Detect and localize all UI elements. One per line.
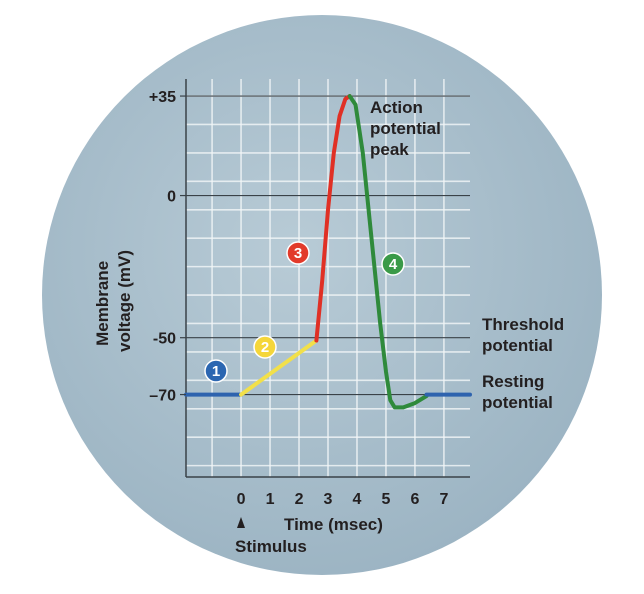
y-tick-label: 0 <box>167 189 176 206</box>
phase-badge-1 <box>204 359 228 383</box>
phase-badge-4 <box>381 252 405 276</box>
phase-badge-2 <box>253 335 277 359</box>
x-tick-label: 0 <box>237 491 246 508</box>
action-potential-curve <box>184 94 472 410</box>
x-tick-label: 5 <box>382 491 391 508</box>
phase-segment-4 <box>347 94 429 410</box>
stimulus-arrow-icon <box>237 517 245 528</box>
x-tick-label: 2 <box>295 491 304 508</box>
x-tick-label: 4 <box>353 491 362 508</box>
reference-label: Action potential peak <box>370 98 441 159</box>
phase-badge-3 <box>286 241 310 265</box>
y-tick-label: +35 <box>149 89 176 106</box>
x-tick-label: 1 <box>266 491 275 508</box>
phase-badge-label: 1 <box>212 363 220 380</box>
x-axis-label: Time (msec) <box>284 515 383 534</box>
phase-badge-label: 4 <box>389 256 398 273</box>
y-tick-label: –70 <box>149 388 176 405</box>
reference-line-labels: Action potential peak Threshold potential Res… <box>370 98 564 412</box>
phase-segment-3 <box>314 94 352 343</box>
phase-badges: 1 2 3 4 <box>204 241 405 383</box>
stimulus-label: Stimulus <box>235 537 307 556</box>
y-tick-label: -50 <box>153 331 176 348</box>
axes <box>185 79 470 478</box>
phase-badge-label: 3 <box>294 245 302 262</box>
x-tick-labels: 0 1 2 3 4 5 6 7 <box>237 491 449 508</box>
reference-label: Threshold potential <box>482 315 564 355</box>
phase-badge-label: 2 <box>261 339 269 356</box>
reference-label: Resting potential <box>482 372 553 412</box>
y-tick-labels: +35 0 -50 –70 <box>149 89 186 405</box>
x-tick-label: 6 <box>410 491 419 508</box>
x-tick-label: 7 <box>439 491 448 508</box>
y-axis-label: Membrane voltage (mV) <box>93 250 134 352</box>
x-tick-label: 3 <box>324 491 333 508</box>
phase-segment-2 <box>239 338 319 397</box>
